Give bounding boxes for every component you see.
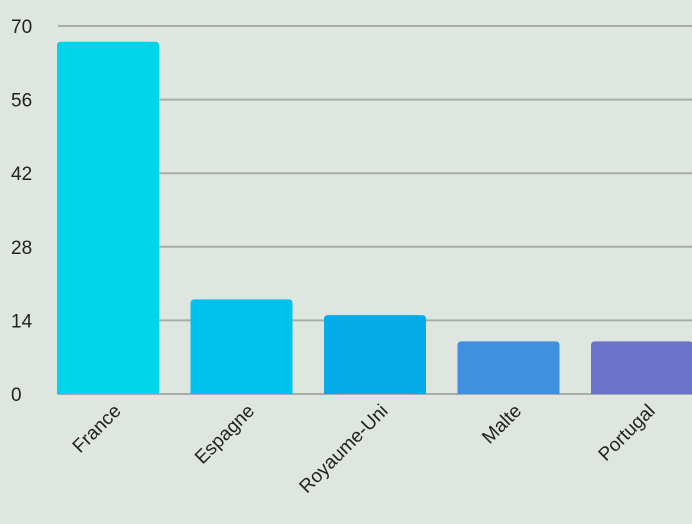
bar-france (57, 41, 159, 395)
bars (57, 41, 692, 395)
y-tick-label: 56 (11, 91, 32, 112)
x-tick-label: Portugal (595, 401, 660, 466)
y-axis-tick-labels: 0 14 28 42 56 70 (11, 17, 33, 406)
x-tick-label: France (69, 401, 126, 458)
bar-malte (457, 341, 560, 394)
x-tick-label: Espagne (191, 401, 259, 469)
y-tick-label: 14 (11, 311, 33, 332)
x-tick-label: Royaume-Uni (296, 401, 393, 498)
x-axis-tick-labels: France Espagne Royaume-Uni Malte Portugal (69, 401, 660, 498)
y-tick-label: 70 (11, 17, 32, 38)
y-tick-label: 0 (11, 385, 22, 406)
gridlines (58, 25, 692, 395)
bar-portugal (591, 341, 692, 394)
x-tick-label: Malte (478, 401, 526, 449)
y-tick-label: 28 (11, 238, 32, 259)
y-tick-label: 42 (11, 164, 32, 185)
bar-royaume-uni (324, 315, 426, 394)
bar-espagne (190, 299, 293, 394)
